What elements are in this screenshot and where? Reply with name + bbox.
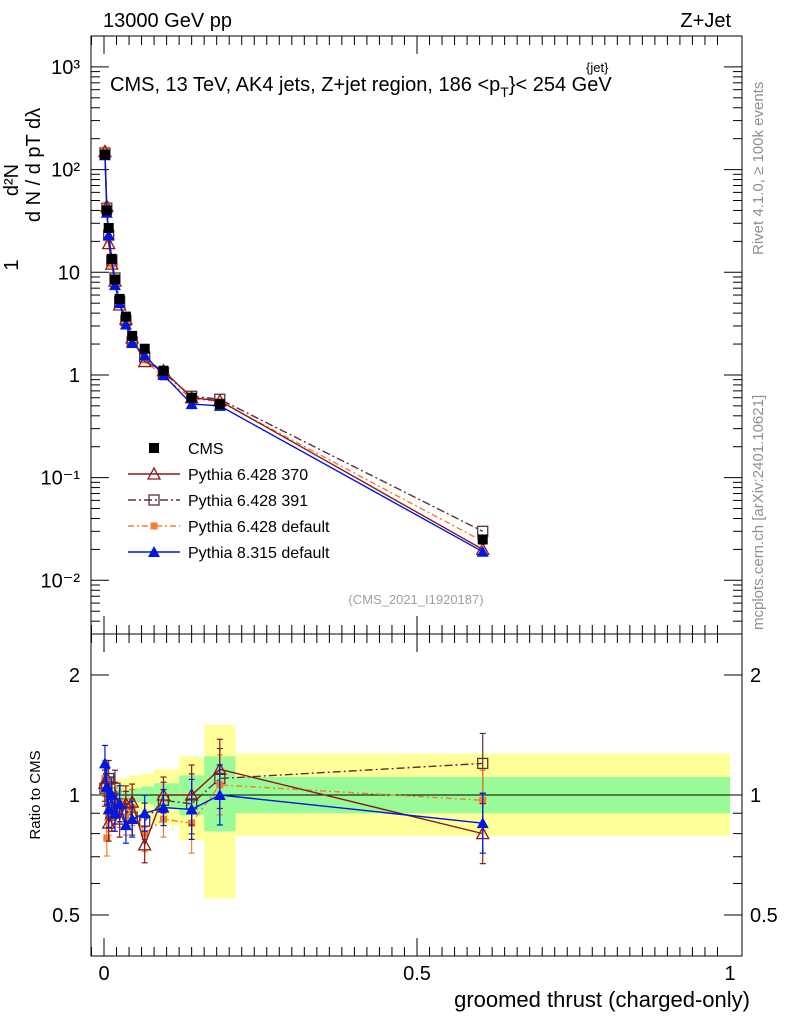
data-point	[109, 274, 120, 285]
series-line	[104, 151, 484, 551]
main-y-tick-label: 10⁻²	[41, 570, 81, 592]
ratio-y-tick-label-right: 0.5	[750, 905, 778, 927]
legend-entry: CMS	[188, 441, 224, 458]
ratio-series-pythia-8-315-default	[98, 744, 489, 854]
ratio-point	[103, 834, 111, 842]
legend-marker	[150, 522, 158, 530]
x-tick-label: 0	[98, 963, 109, 985]
legend-entry: Pythia 6.428 370	[188, 467, 308, 484]
ratio-point	[100, 780, 113, 792]
legend: CMS Pythia 6.428 370 Pythia 6.428 391 Pythi…	[128, 441, 330, 562]
y-label-one: 1	[1, 259, 23, 270]
main-y-tick-label: 10³	[51, 57, 80, 79]
ratio-point	[213, 789, 226, 800]
data-series	[97, 144, 490, 865]
ratio-point	[112, 811, 127, 825]
data-point	[214, 399, 225, 410]
ratio-y-tick-label-left: 1	[69, 785, 80, 807]
ratio-point	[98, 757, 111, 769]
legend-marker	[149, 443, 159, 453]
plot-title-sub: T	[500, 84, 509, 100]
y-label-den: d N / d pT dλ	[23, 108, 45, 222]
ratio-point	[126, 813, 139, 825]
ratio-point	[138, 807, 151, 819]
data-point	[114, 293, 125, 304]
data-point	[108, 279, 121, 291]
legend-marker	[146, 466, 162, 480]
legend-entry: Pythia 6.428 391	[188, 493, 308, 510]
data-point	[106, 253, 117, 264]
main-y-tick-label: 10²	[51, 160, 80, 182]
ratio-y-tick-label-left: 0.5	[52, 905, 80, 927]
data-point	[119, 318, 132, 330]
series-cms	[99, 149, 488, 545]
x-tick-label: 1	[724, 963, 735, 985]
ratio-y-tick-label-left: 2	[69, 665, 80, 687]
data-point	[138, 349, 151, 361]
ratio-point	[477, 757, 489, 770]
legend-entry: Pythia 6.428 default	[188, 519, 330, 536]
data-point	[99, 149, 110, 160]
plot-title-main: CMS, 13 TeV, AK4 jets, Z+jet region, 186…	[110, 74, 500, 96]
ratio-point	[113, 797, 126, 809]
energy-label: 13000 GeV pp	[103, 10, 232, 32]
ratio-y-label: Ratio to CMS	[27, 750, 44, 839]
rivet-label: Rivet 4.1.0, ≥ 100k events	[750, 82, 767, 255]
analysis-id: (CMS_2021_I1920187)	[348, 592, 483, 607]
ratio-point	[185, 803, 198, 815]
data-point	[103, 222, 114, 233]
uncertainty-bands	[104, 724, 730, 899]
process-label: Z+Jet	[680, 10, 731, 32]
x-tick-label: 0.5	[403, 963, 431, 985]
main-y-tick-label: 10⁻¹	[41, 468, 81, 490]
axes: 0 0.5 1 10⁻² 10⁻¹ 1 10 10² 10³ 0.5 0.5 1 1 2 2	[41, 35, 778, 985]
ratio-y-tick-label-right: 1	[750, 785, 761, 807]
data-point	[101, 205, 112, 216]
data-point	[137, 354, 152, 368]
data-point	[101, 236, 116, 250]
ratio-y-tick-label-right: 2	[750, 665, 761, 687]
ratio-point	[137, 837, 152, 851]
y-label-num: d²N	[1, 164, 23, 196]
data-point	[476, 545, 489, 557]
series-pythia-6-428-default	[101, 146, 487, 545]
ratio-point	[157, 801, 170, 813]
main-y-tick-label: 1	[69, 365, 80, 387]
x-axis-label: groomed thrust (charged-only)	[454, 987, 750, 1012]
legend-marker	[148, 494, 160, 506]
plot-title-tail: }< 254 GeV	[509, 74, 613, 96]
legend-marker	[148, 546, 160, 557]
data-point	[102, 229, 115, 241]
ratio-point	[108, 807, 121, 819]
plot-title-sup: {jet}	[586, 60, 609, 75]
data-point	[185, 398, 198, 410]
main-y-tick-label: 10	[58, 262, 80, 284]
ratio-point	[476, 817, 489, 829]
legend-entry: Pythia 8.315 default	[188, 545, 330, 562]
plot-title: CMS, 13 TeV, AK4 jets, Z+jet region, 186…	[110, 74, 612, 100]
ratio-point	[119, 819, 132, 831]
data-point	[477, 534, 488, 545]
main-y-label: d N / d pT dλ d²N 1	[1, 108, 45, 271]
data-point	[158, 365, 169, 376]
data-point	[139, 343, 150, 354]
data-point	[120, 311, 131, 322]
data-point	[127, 330, 138, 341]
data-point	[186, 392, 197, 403]
data-point	[126, 336, 139, 348]
mcplots-label: mcplots.cern.ch [arXiv:2401.10621]	[750, 395, 767, 630]
